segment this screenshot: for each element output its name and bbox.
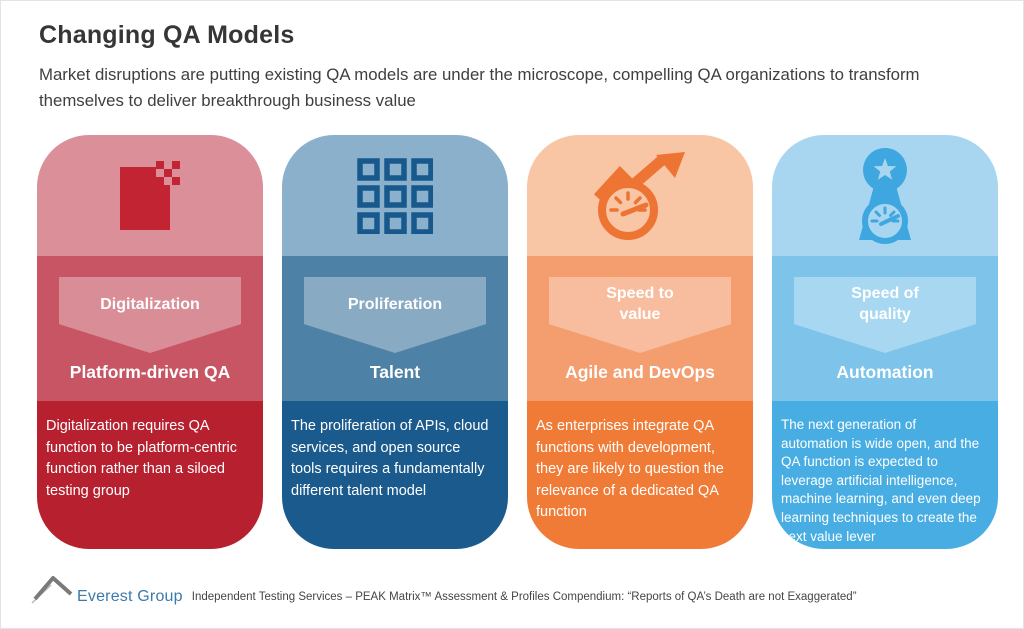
trend-banner: Proliferation xyxy=(304,277,486,353)
card-mid-band: Digitalization Platform-driven QA xyxy=(37,256,263,401)
grid-squares-icon xyxy=(357,157,433,234)
card-icon-area xyxy=(772,135,998,256)
award-speedometer-icon xyxy=(859,147,911,244)
model-description: The proliferation of APIs, cloud service… xyxy=(291,418,489,499)
pixelated-square-icon xyxy=(120,160,180,230)
card-icon-area xyxy=(527,135,753,256)
card-description-area: Digitalization requires QA function to b… xyxy=(37,401,263,549)
page-subtitle: Market disruptions are putting existing … xyxy=(39,65,920,110)
card-description-area: The next generation of automation is wid… xyxy=(772,401,998,549)
card-speed-of-quality: Speed of quality Automation The next gen… xyxy=(772,135,998,549)
trend-banner: Digitalization xyxy=(59,277,241,353)
card-mid-band: Speed to value Agile and DevOps xyxy=(527,256,753,401)
trend-label: Proliferation xyxy=(347,295,443,313)
card-icon-area xyxy=(282,135,508,256)
trend-label: Speed of quality xyxy=(851,285,919,323)
model-heading: Automation xyxy=(836,362,934,382)
trend-label: Digitalization xyxy=(100,295,200,313)
model-description: Digitalization requires QA function to b… xyxy=(46,418,238,499)
footer-source-text: Independent Testing Services – PEAK Matr… xyxy=(191,591,857,603)
card-description-area: As enterprises integrate QA functions wi… xyxy=(527,401,753,549)
qa-model-cards: Digitalization Platform-driven QA Digita… xyxy=(37,135,998,549)
footer: Everest Group Independent Testing Servic… xyxy=(31,573,1003,605)
model-heading: Platform-driven QA xyxy=(69,362,231,382)
model-description: As enterprises integrate QA functions wi… xyxy=(536,418,724,520)
page-title: Changing QA Models xyxy=(39,21,295,49)
everest-group-logo-icon xyxy=(31,576,73,604)
card-proliferation: Proliferation Talent The proliferation o… xyxy=(282,135,508,549)
trend-banner: Speed to value xyxy=(549,277,731,353)
card-digitalization: Digitalization Platform-driven QA Digita… xyxy=(37,135,263,549)
model-description: The next generation of automation is wid… xyxy=(781,417,981,544)
trend-label: Speed to value xyxy=(606,285,674,323)
card-description-area: The proliferation of APIs, cloud service… xyxy=(282,401,508,549)
card-speed-to-value: Speed to value Agile and DevOps As enter… xyxy=(527,135,753,549)
card-icon-area xyxy=(37,135,263,256)
trend-banner: Speed of quality xyxy=(794,277,976,353)
model-heading: Talent xyxy=(369,362,421,382)
card-mid-band: Speed of quality Automation xyxy=(772,256,998,401)
model-heading: Agile and DevOps xyxy=(565,362,715,382)
speedometer-growth-icon xyxy=(593,151,685,240)
card-mid-band: Proliferation Talent xyxy=(282,256,508,401)
everest-group-wordmark: Everest Group xyxy=(77,588,183,605)
